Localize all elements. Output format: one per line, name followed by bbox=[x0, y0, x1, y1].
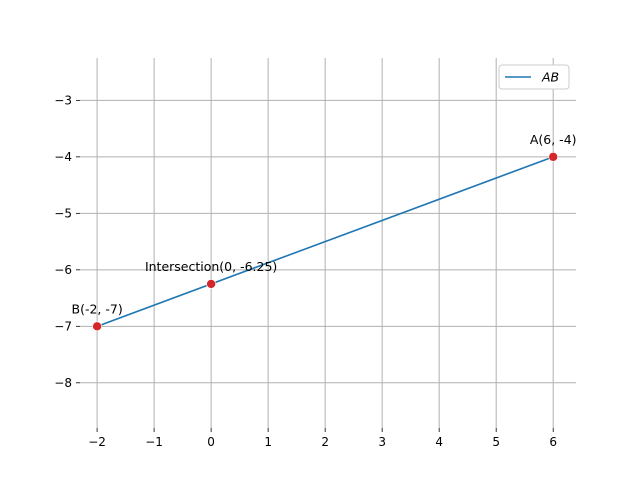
x-tick-label: 3 bbox=[378, 435, 386, 449]
point-label: B(-2, -7) bbox=[72, 301, 123, 316]
point-label: A(6, -4) bbox=[530, 132, 577, 147]
point-marker bbox=[548, 152, 558, 162]
x-tick-label: 0 bbox=[207, 435, 215, 449]
x-tick-label: 4 bbox=[435, 435, 443, 449]
x-tick-label: 1 bbox=[264, 435, 272, 449]
x-tick-label: 5 bbox=[492, 435, 500, 449]
y-tick-label: −5 bbox=[54, 206, 72, 220]
y-tick-label: −4 bbox=[54, 150, 72, 164]
x-tick-label: 6 bbox=[549, 435, 557, 449]
legend: AB bbox=[498, 64, 570, 90]
x-tick-label: −2 bbox=[88, 435, 106, 449]
y-tick-label: −3 bbox=[54, 93, 72, 107]
grid bbox=[80, 58, 576, 428]
legend-label: AB bbox=[541, 70, 559, 85]
legend-box bbox=[498, 64, 570, 90]
x-tick-label: −1 bbox=[145, 435, 163, 449]
point-marker bbox=[206, 279, 216, 289]
x-tick-label: 2 bbox=[321, 435, 329, 449]
series-line-ab bbox=[96, 156, 554, 328]
axes: −2 −1 0 1 2 3 4 5 6 −8 −7 −6 −5 −4 −3 bbox=[54, 93, 557, 449]
y-tick-label: −6 bbox=[54, 263, 72, 277]
series-layer bbox=[96, 156, 554, 328]
point-marker bbox=[92, 321, 102, 332]
y-tick-label: −8 bbox=[54, 376, 72, 390]
point-label: Intersection(0, -6.25) bbox=[145, 259, 277, 274]
y-tick-label: −7 bbox=[54, 319, 72, 333]
points-layer: A(6, -4) B(-2, -7) Intersection(0, -6.25) bbox=[72, 132, 577, 332]
